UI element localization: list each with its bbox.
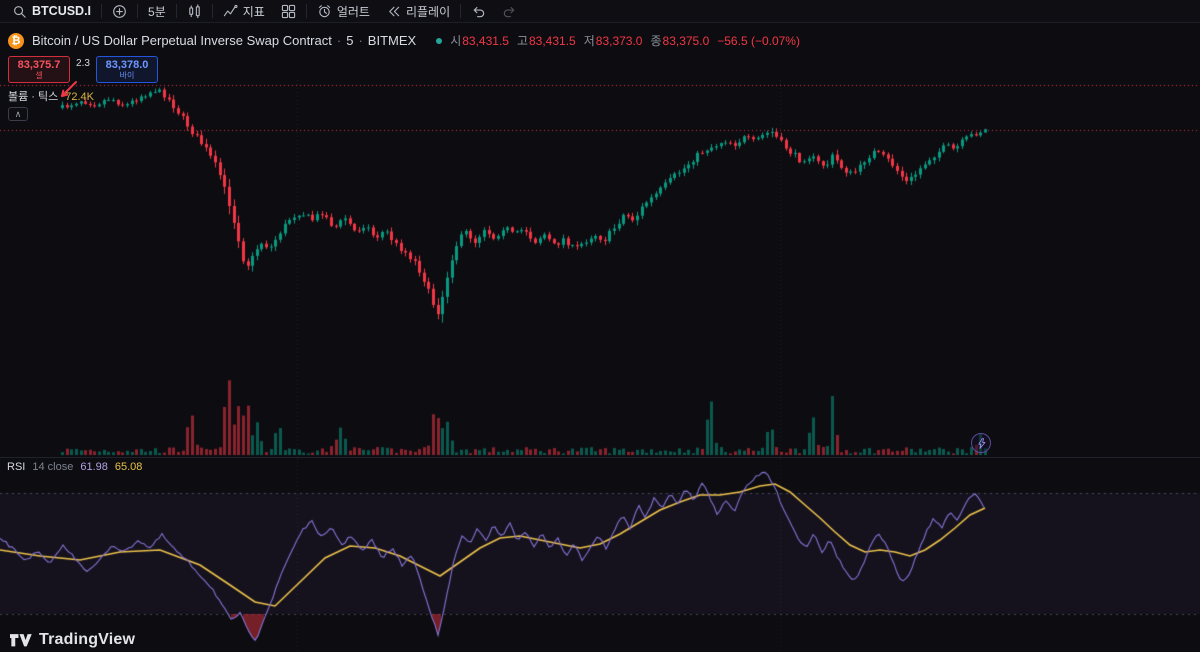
replay-label: 리플레이 bbox=[405, 4, 451, 19]
market-status-dot[interactable] bbox=[436, 37, 443, 44]
symbol-legend: ₿ Bitcoin / US Dollar Perpetual Inverse … bbox=[8, 32, 800, 49]
ohlc-low: 저83,373.0 bbox=[583, 34, 643, 48]
redo-button[interactable] bbox=[494, 0, 525, 22]
symbol-name: BTCUSD.I bbox=[32, 4, 92, 18]
price-change: −56.5 (−0.07%) bbox=[717, 34, 800, 48]
buy-label: 바이 bbox=[119, 70, 135, 80]
replay-icon bbox=[389, 6, 400, 16]
sell-price: 83,375.7 bbox=[17, 58, 61, 71]
pane-separator[interactable] bbox=[0, 457, 1200, 458]
indicators-label: 지표 bbox=[242, 4, 265, 19]
toolbar-separator bbox=[460, 4, 462, 18]
volume-legend[interactable]: 볼륨 · 틱스 72.4K bbox=[8, 88, 94, 104]
volume-label: 볼륨 · 틱스 bbox=[8, 91, 59, 103]
tradingview-logo-text: TradingView bbox=[39, 631, 136, 648]
lightning-icon bbox=[977, 437, 985, 449]
alarm-clock-icon bbox=[318, 4, 330, 17]
indicator-icon bbox=[223, 4, 238, 16]
candlestick-icon bbox=[189, 3, 200, 18]
toolbar-separator bbox=[137, 4, 139, 18]
quick-trade-button[interactable] bbox=[971, 433, 991, 453]
rsi-legend[interactable]: RSI 14 close 61.98 65.08 bbox=[7, 461, 142, 473]
toolbar-separator bbox=[305, 4, 307, 18]
spread-value: 2.3 bbox=[76, 58, 90, 69]
rsi-params: 14 close bbox=[32, 461, 74, 473]
grid-layout-icon bbox=[281, 4, 295, 18]
interval-button[interactable]: 5분 bbox=[140, 0, 174, 22]
legend-interval: 5 bbox=[346, 33, 354, 48]
ohlc-high: 고83,431.5 bbox=[516, 34, 576, 48]
compare-add-button[interactable] bbox=[104, 0, 135, 22]
bitcoin-icon: ₿ bbox=[8, 32, 24, 49]
toolbar-separator bbox=[101, 4, 103, 18]
sell-label: 셀 bbox=[35, 70, 43, 80]
undo-icon bbox=[473, 6, 485, 17]
alert-button[interactable]: 얼러트 bbox=[309, 0, 378, 22]
arrow-drawing[interactable] bbox=[55, 78, 81, 104]
undo-button[interactable] bbox=[463, 0, 494, 22]
top-toolbar: BTCUSD.I 5분 지표 얼러트 리플레이 bbox=[0, 0, 1200, 23]
rsi-chart-canvas[interactable] bbox=[0, 458, 1200, 652]
alert-label: 얼러트 bbox=[336, 4, 370, 19]
ohlc-values: 시83,431.5 고83,431.5 저83,373.0 종83,375.0 … bbox=[450, 32, 800, 49]
search-icon bbox=[14, 5, 26, 18]
rsi-value: 61.98 bbox=[80, 461, 108, 473]
toolbar-separator bbox=[211, 4, 213, 18]
dot-separator: · bbox=[336, 33, 342, 48]
dot-separator: · bbox=[358, 33, 363, 48]
rsi-title: RSI bbox=[7, 461, 26, 473]
volume-value: 72.4K bbox=[65, 91, 95, 103]
price-chart-canvas[interactable] bbox=[0, 80, 1200, 458]
exchange-name: BITMEX bbox=[367, 33, 417, 48]
ohlc-close: 종83,375.0 bbox=[650, 34, 710, 48]
layout-grid-button[interactable] bbox=[273, 0, 304, 22]
tradingview-logo-mark bbox=[10, 633, 32, 646]
symbol-title[interactable]: Bitcoin / US Dollar Perpetual Inverse Sw… bbox=[32, 33, 332, 48]
trade-panel: 83,375.7 셀 2.3 83,378.0 바이 bbox=[8, 56, 158, 83]
replay-button[interactable]: 리플레이 bbox=[378, 0, 458, 22]
collapse-legend-button[interactable]: ∧ bbox=[8, 107, 28, 121]
symbol-search-button[interactable]: BTCUSD.I bbox=[4, 0, 99, 22]
sell-button[interactable]: 83,375.7 셀 bbox=[8, 56, 70, 83]
buy-button[interactable]: 83,378.0 바이 bbox=[96, 56, 158, 83]
rsi-ma-value: 65.08 bbox=[114, 461, 143, 473]
tradingview-logo[interactable]: TradingView bbox=[10, 631, 135, 649]
plus-circle-icon bbox=[113, 4, 126, 18]
chart-type-button[interactable] bbox=[179, 0, 210, 22]
buy-price: 83,378.0 bbox=[105, 58, 149, 71]
toolbar-separator bbox=[175, 4, 177, 18]
ohlc-open: 시83,431.5 bbox=[450, 34, 509, 48]
chart-area: ₿ Bitcoin / US Dollar Perpetual Inverse … bbox=[0, 23, 1200, 652]
interval-label: 5분 bbox=[148, 4, 166, 19]
redo-icon bbox=[504, 6, 515, 17]
indicators-button[interactable]: 지표 bbox=[215, 0, 273, 22]
